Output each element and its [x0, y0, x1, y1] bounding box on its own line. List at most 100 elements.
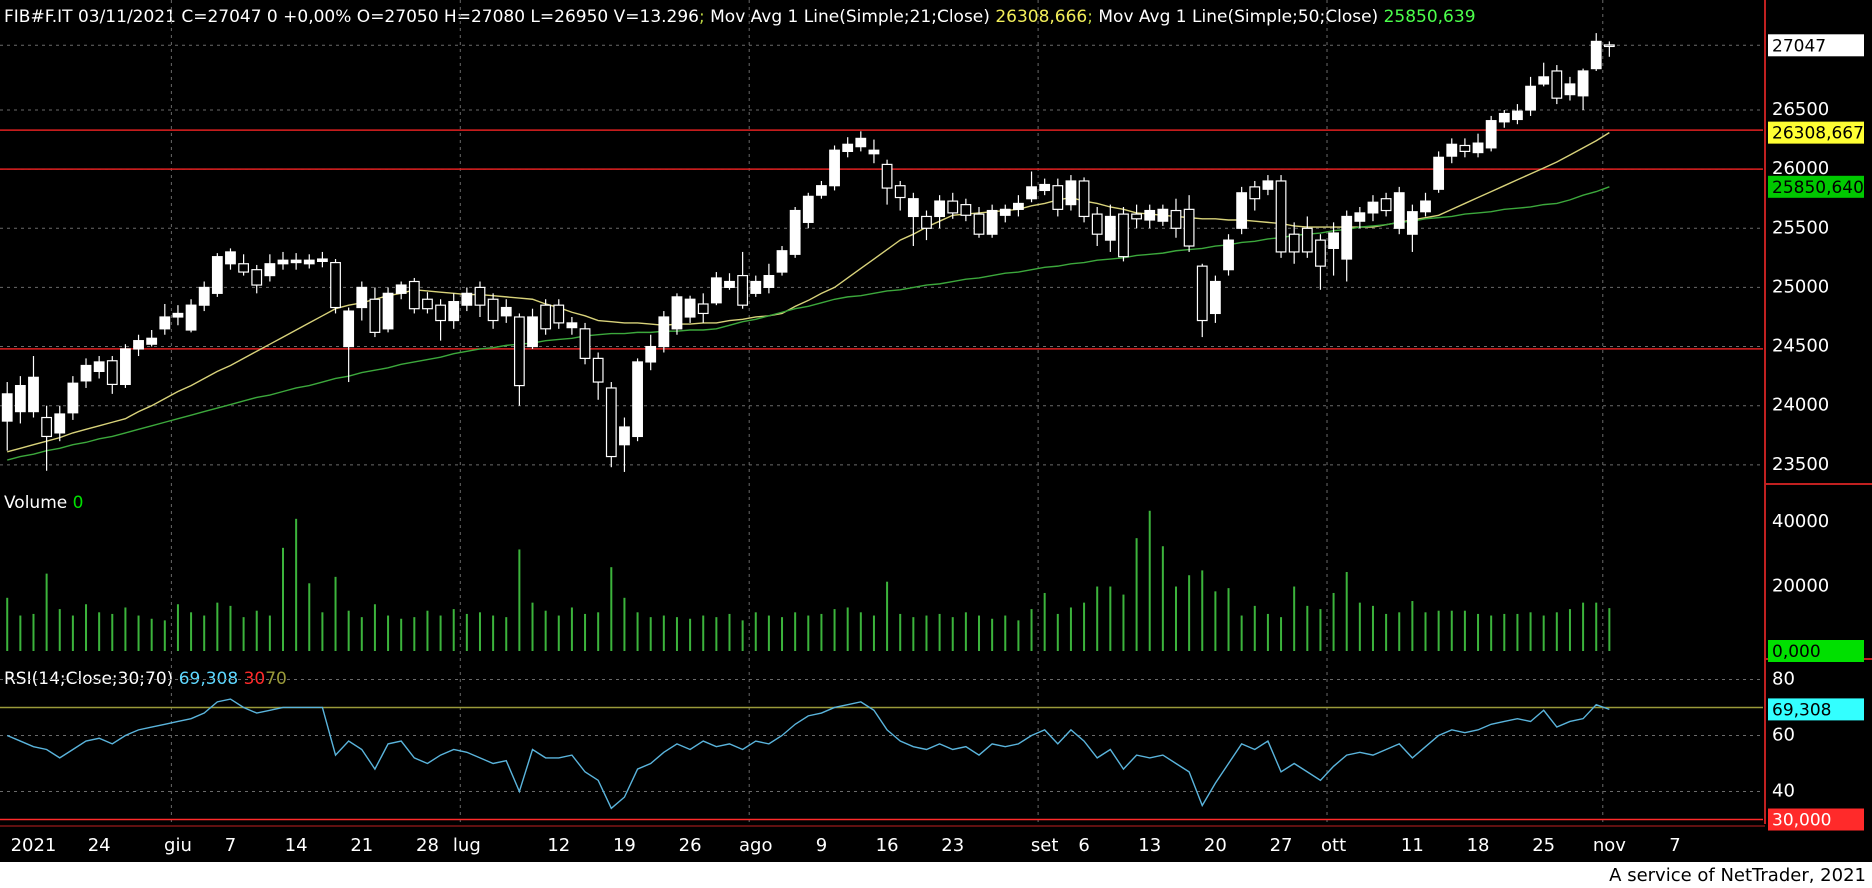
x-tick-label: 26 — [679, 835, 702, 856]
candle-body — [697, 303, 709, 315]
candle-body — [605, 387, 617, 458]
candle-body — [1288, 233, 1300, 253]
volume-bar — [229, 605, 232, 651]
candle-body — [461, 292, 473, 306]
volume-bar — [1398, 612, 1401, 651]
volume-bar — [465, 613, 468, 651]
volume-bar — [702, 615, 705, 651]
candle-body — [1577, 70, 1589, 97]
volume-bar — [1161, 546, 1164, 651]
candle-body — [225, 251, 236, 265]
volume-bar — [1345, 572, 1348, 651]
volume-bar — [1122, 594, 1125, 651]
candle-body — [1301, 227, 1313, 253]
x-tick-label: 2021 — [11, 835, 57, 856]
candle-body — [1065, 180, 1077, 206]
candle-body — [1052, 185, 1064, 210]
candle-body — [303, 259, 315, 265]
candle-body — [382, 292, 394, 330]
x-tick-label: set — [1031, 835, 1059, 856]
candle-body — [1026, 186, 1037, 200]
candle-body — [1551, 70, 1563, 99]
volume-bar — [846, 607, 849, 651]
candle-body — [1209, 280, 1221, 315]
x-tick-label: lug — [453, 835, 481, 856]
y-tick-label: 20000 — [1772, 576, 1829, 597]
volume-bar — [1411, 601, 1414, 651]
candle-body — [947, 200, 959, 214]
volume-bar — [203, 615, 206, 651]
candle-body — [1328, 232, 1339, 249]
legend-value: 0 — [73, 493, 84, 513]
volume-bar — [505, 617, 508, 651]
candle-body — [907, 198, 919, 218]
volume-bar — [1582, 602, 1585, 651]
candle-body — [619, 426, 630, 446]
legend-value: 69,308 — [179, 669, 238, 689]
candle-body — [1183, 208, 1195, 247]
volume-bar — [1188, 575, 1191, 651]
candle-body — [1564, 83, 1576, 96]
volume-bar — [1227, 588, 1230, 651]
candle-body — [658, 316, 670, 348]
volume-bar — [255, 610, 258, 651]
candle-body — [1512, 110, 1523, 121]
candle-body — [316, 258, 328, 262]
candle-body — [277, 259, 289, 265]
candle-body — [986, 209, 998, 235]
volume-bar — [242, 617, 245, 651]
candle-body — [1275, 180, 1287, 253]
volume-bar — [1004, 615, 1007, 651]
y-tick-label: 80 — [1772, 668, 1795, 689]
volume-bar — [557, 615, 560, 651]
candle-body — [422, 298, 433, 310]
candle-body — [369, 298, 381, 333]
volume-bar — [98, 612, 101, 651]
candle-body — [816, 185, 827, 196]
volume-bar — [1568, 609, 1571, 651]
volume-bar — [150, 618, 153, 651]
volume-bar — [1595, 602, 1598, 651]
candle-body — [1249, 186, 1261, 200]
y-tick-label: 60 — [1772, 724, 1795, 745]
volume-bar — [334, 576, 337, 651]
candle-body — [264, 263, 276, 277]
volume-bar — [741, 620, 744, 651]
rsi-value-box: 69,308 — [1772, 700, 1831, 720]
candle-body — [1590, 40, 1602, 70]
ma-value-box: 25850,640 — [1772, 178, 1864, 198]
y-tick-label: 24500 — [1772, 336, 1829, 357]
candle-body — [999, 208, 1011, 216]
volume-bar — [373, 604, 376, 651]
rsi-label: RSI(14;Close;30;70) 69,308 3070 — [4, 669, 287, 689]
candle-body — [67, 382, 79, 414]
volume-bar — [964, 612, 967, 651]
candle-body — [868, 149, 880, 155]
x-tick-label: 24 — [88, 835, 111, 856]
y-tick-label: 40 — [1772, 781, 1795, 802]
volume-bar — [1030, 609, 1033, 651]
separator: ; — [699, 7, 705, 27]
candle-body — [120, 348, 131, 386]
panel-title: Volume — [4, 493, 67, 513]
candle-body — [41, 416, 53, 438]
candle-body — [1380, 198, 1392, 212]
volume-bar — [1424, 612, 1427, 651]
volume-bar — [163, 620, 166, 651]
rsi-value-box-bg — [1768, 698, 1864, 721]
candle-body — [1538, 76, 1550, 85]
volume-bar — [872, 615, 875, 651]
candle-body — [330, 261, 341, 309]
volume-bar — [1306, 605, 1309, 651]
volume-bar — [111, 613, 114, 651]
candle-body — [435, 304, 446, 322]
candle-body — [395, 284, 407, 294]
candle-body — [408, 280, 420, 310]
candle-body — [776, 250, 788, 273]
candle-body — [1341, 215, 1353, 260]
volume-bar — [321, 612, 324, 651]
volume-bar — [268, 615, 271, 651]
volume-bar — [400, 618, 403, 651]
volume-bar — [1201, 570, 1204, 651]
